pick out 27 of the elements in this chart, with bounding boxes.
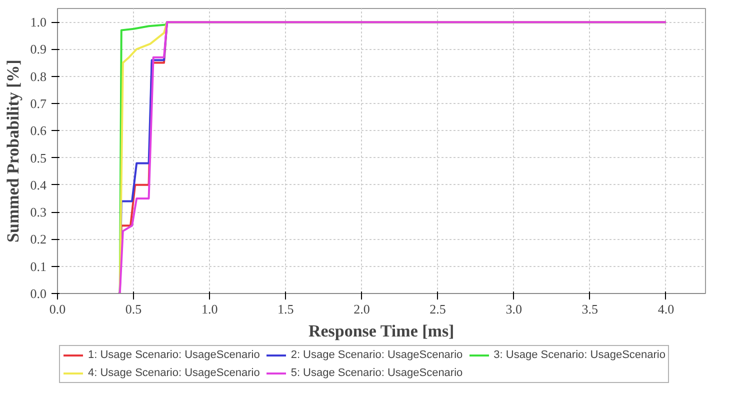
y-tick-label: 0.0 xyxy=(30,286,46,301)
y-tick-label: 0.1 xyxy=(30,258,46,274)
legend-label: 4: Usage Scenario: UsageScenario xyxy=(88,367,260,379)
legend-label: 5: Usage Scenario: UsageScenario xyxy=(290,367,463,379)
y-tick-label: 0.2 xyxy=(30,232,46,247)
y-tick-label: 0.8 xyxy=(30,68,46,84)
x-tick-label: 2.0 xyxy=(354,302,370,316)
x-tick-label: 4.0 xyxy=(658,302,674,316)
y-tick-label: 0.7 xyxy=(30,96,47,111)
y-tick-label: 0.5 xyxy=(30,150,46,166)
legend-label: 3: Usage Scenario: UsageScenario xyxy=(494,349,666,361)
y-tick-label: 1.0 xyxy=(30,14,46,30)
x-tick-label: 2.5 xyxy=(430,302,446,316)
y-tick-label: 0.6 xyxy=(30,123,47,138)
y-tick-label: 0.3 xyxy=(30,204,46,220)
y-tick-label: 0.9 xyxy=(30,42,46,57)
x-tick-label: 3.5 xyxy=(582,302,598,316)
x-axis-title: Response Time [ms] xyxy=(308,322,454,340)
x-tick-label: 1.5 xyxy=(278,302,294,316)
y-axis-title: Summed Probability [%] xyxy=(3,60,22,242)
x-tick-label: 0.0 xyxy=(49,302,66,316)
x-tick-label: 0.5 xyxy=(125,302,142,316)
legend-label: 1: Usage Scenario: UsageScenario xyxy=(88,349,260,361)
x-tick-label: 3.0 xyxy=(506,302,522,316)
x-tick-label: 1.0 xyxy=(201,302,218,316)
legend-label: 2: Usage Scenario: UsageScenario xyxy=(290,349,463,361)
y-tick-label: 0.4 xyxy=(30,177,47,192)
